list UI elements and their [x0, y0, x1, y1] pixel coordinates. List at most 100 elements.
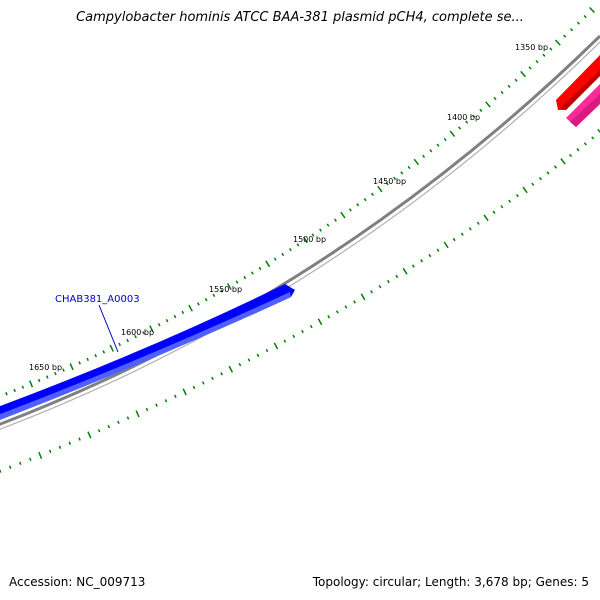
inner-ticks-mark: [155, 403, 158, 407]
genes-value: 5: [581, 575, 589, 589]
inner-ticks-mark: [436, 248, 440, 252]
inner-ticks-mark: [201, 381, 205, 385]
tick-label-1500: 1500 bp: [293, 235, 326, 244]
outer-ticks-mark: [385, 182, 389, 186]
outer-ticks-mark: [258, 266, 262, 271]
inner-ticks-mark: [576, 148, 580, 152]
outer-ticks-mark: [507, 84, 511, 88]
outer-ticks-mark: [243, 275, 247, 280]
inner-tick-ring: [0, 128, 600, 473]
gene-arrow-pink[interactable]: [566, 84, 600, 127]
outer-ticks-mark: [118, 342, 121, 347]
outer-ticks-mark: [37, 378, 41, 383]
inner-ticks-mark: [370, 290, 373, 294]
outer-ticks-mark: [311, 233, 315, 237]
outer-ticks-mark: [226, 283, 232, 290]
outer-ticks-mark: [520, 70, 526, 78]
outer-ticks-mark: [181, 310, 185, 315]
inner-ticks-mark: [48, 449, 52, 453]
inner-ticks-mark: [19, 461, 22, 465]
inner-ticks-mark: [87, 431, 92, 439]
inner-ticks-mark: [68, 441, 72, 445]
inner-ticks-mark: [192, 385, 196, 390]
inner-ticks-mark: [182, 388, 187, 396]
inner-ticks-mark: [443, 241, 449, 249]
outer-ticks-mark: [46, 375, 49, 379]
length-value: 3,678 bp: [474, 575, 528, 589]
outer-ticks-mark: [535, 59, 539, 64]
inner-ticks-mark: [97, 429, 101, 433]
outer-ticks-mark: [528, 66, 532, 70]
outer-ticks-mark: [554, 39, 561, 46]
outer-ticks-mark: [549, 47, 553, 51]
outer-ticks-mark: [302, 236, 309, 244]
outer-ticks-mark: [250, 271, 254, 275]
tick-label-1550: 1550 bp: [209, 285, 242, 294]
tick-label-1350: 1350 bp: [515, 43, 548, 52]
outer-ticks-mark: [514, 78, 518, 82]
outer-ticks-mark: [413, 158, 420, 166]
inner-ticks-mark: [500, 205, 504, 209]
outer-ticks-mark: [29, 380, 34, 388]
inner-ticks-mark: [492, 210, 496, 214]
length-label: Length:: [425, 575, 471, 589]
outer-ticks-mark: [142, 331, 145, 335]
outer-ticks-mark: [281, 252, 285, 257]
inner-ticks-mark: [58, 445, 62, 449]
inner-ticks-mark: [386, 279, 390, 284]
inner-ticks-mark: [522, 186, 528, 194]
accession-label: Accession:: [9, 575, 73, 589]
outer-ticks-mark: [5, 392, 8, 396]
outer-ticks-mark: [472, 114, 476, 118]
outer-ticks-mark: [109, 344, 114, 352]
inner-ticks-mark: [515, 193, 519, 198]
gene-arrow-chab381-a0003[interactable]: [0, 284, 295, 422]
outer-ticks-mark: [157, 323, 161, 327]
outer-ticks-mark: [363, 197, 367, 202]
outer-ticks-mark: [479, 108, 483, 113]
inner-ticks-mark: [145, 407, 149, 412]
gene-arrow-red[interactable]: [556, 55, 600, 110]
inner-ticks-mark: [395, 274, 399, 279]
inner-ticks-mark: [29, 457, 32, 461]
outer-ticks-mark: [54, 371, 57, 376]
outer-ticks-mark: [436, 143, 440, 147]
gene-label-chab381-a0003[interactable]: CHAB381_A0003: [55, 294, 140, 305]
inner-ticks-mark: [402, 267, 408, 275]
outer-ticks-mark: [326, 223, 330, 227]
outer-ticks-mark: [333, 218, 337, 222]
outer-ticks-mark: [429, 149, 433, 153]
inner-ticks-mark: [256, 353, 260, 358]
outer-ticks-mark: [134, 334, 137, 339]
outer-ticks-mark: [449, 130, 456, 137]
outer-ticks-mark: [340, 211, 346, 219]
outer-ticks-mark: [370, 192, 375, 197]
outer-ticks-mark: [500, 90, 504, 95]
outer-ticks-mark: [173, 314, 177, 319]
inner-ticks-mark: [247, 358, 251, 362]
inner-ticks-mark: [428, 253, 432, 258]
tick-label-1400: 1400 bp: [447, 113, 480, 122]
topology-value: circular: [372, 575, 418, 589]
outer-ticks-mark: [400, 171, 404, 175]
outer-ticks-mark: [319, 228, 322, 232]
inner-ticks-mark: [483, 214, 489, 222]
outer-ticks-mark: [485, 101, 491, 108]
inner-ticks-mark: [560, 158, 566, 165]
outer-ticks-mark: [563, 34, 567, 38]
outer-ticks-mark: [102, 350, 106, 354]
inner-ticks-mark: [283, 339, 287, 343]
outer-ticks-mark: [465, 120, 469, 124]
tick-label-1450: 1450 bp: [373, 177, 406, 186]
outer-ticks-mark: [220, 289, 224, 293]
backbone-outer: [0, 34, 600, 426]
outer-ticks-mark: [265, 260, 271, 268]
inner-ticks-mark: [228, 365, 234, 373]
outer-ticks-mark: [542, 53, 546, 57]
inner-ticks-mark: [174, 394, 177, 399]
inner-ticks-mark: [164, 399, 168, 403]
backbone-inner: [0, 41, 600, 430]
outer-ticks-mark: [458, 126, 462, 130]
inner-ticks-mark: [265, 348, 269, 353]
